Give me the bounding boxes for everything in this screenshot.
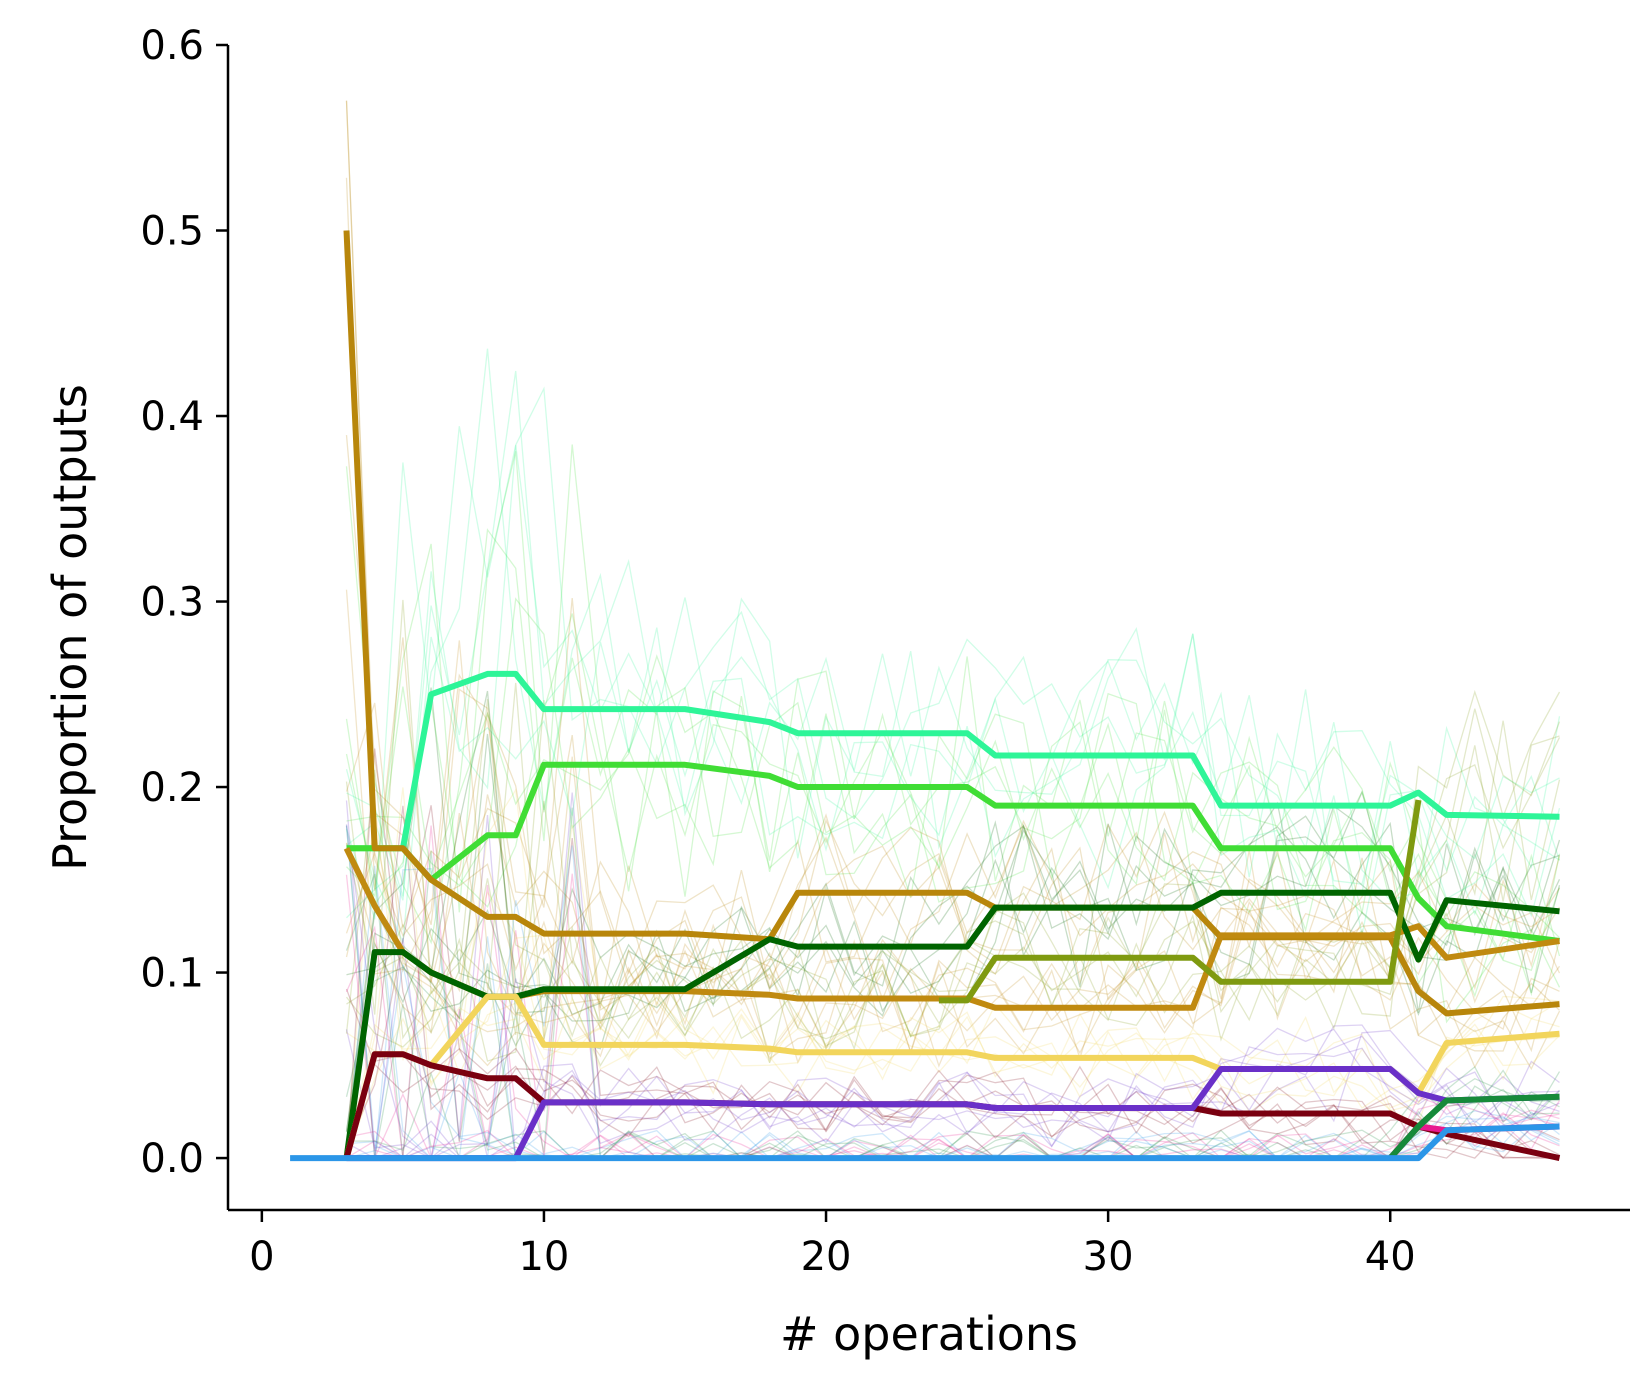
background-series-line [345,787,1560,1159]
x-tick-label: 10 [518,1234,569,1280]
background-series-line [345,821,1561,1132]
background-series-line [345,589,1561,1055]
y-tick-label: 0.4 [140,394,204,440]
background-series-line [345,426,1560,936]
series-line-2 [346,761,1560,944]
background-series-line [345,800,1560,1159]
background-series-line [345,613,1561,998]
background-series-line [346,891,1560,1106]
background-series-line [345,636,1561,943]
background-series-line [345,748,1560,1159]
y-tick-label: 0.5 [140,209,204,255]
x-axis-ticks: 0 10 20 30 40 [249,1210,1416,1280]
background-series-line [345,812,1560,1068]
series-line-9 [346,1066,1560,1162]
background-series-line [345,100,1561,1071]
background-series-line [345,689,1561,1067]
background-series-line [345,264,1561,1053]
x-axis-title: # operations [780,1307,1078,1361]
series-line-5 [343,889,1560,1159]
y-tick-label: 0.3 [140,580,204,626]
x-tick-label: 20 [801,1234,852,1280]
background-series-line [345,825,1560,1159]
background-series-line [345,805,1560,1160]
x-tick-label: 40 [1365,1234,1416,1280]
x-tick-label: 30 [1083,1234,1134,1280]
series-line-6 [938,799,1422,1004]
background-series-line [345,100,1561,1037]
background-series-line [345,788,1560,1159]
background-series-line [346,845,1560,1159]
series-line-11 [1387,1093,1560,1161]
y-tick-label: 0.6 [140,23,204,69]
highlighted-series-layer [290,230,1561,1162]
y-axis-ticks: 0.0 0.1 0.2 0.3 0.4 0.5 0.6 [140,23,228,1182]
series-line-1 [346,670,1560,852]
background-series-line [345,792,1560,1161]
background-series-line [345,699,1561,1056]
background-series-line [345,801,1560,1155]
x-tick-label: 0 [249,1234,274,1280]
background-series-line [345,801,1561,1133]
background-series-line [346,1035,1560,1159]
background-series-line [345,873,1560,1160]
y-tick-label: 0.0 [140,1136,204,1182]
background-series-line [345,640,1561,1061]
y-tick-label: 0.2 [140,765,204,811]
background-series-line [345,444,1561,961]
y-tick-label: 0.1 [140,951,204,997]
background-series-line [345,824,1560,1159]
series-line-12 [290,1123,1560,1162]
background-series-line [346,370,1561,897]
background-series-line [345,687,1561,1147]
y-axis-title: Proportion of outputs [43,384,97,871]
background-series-line [346,1071,1560,1160]
